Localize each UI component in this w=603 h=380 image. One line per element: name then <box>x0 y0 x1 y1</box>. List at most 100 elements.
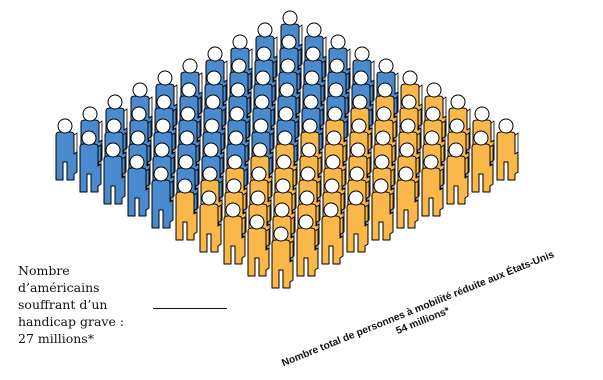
person-head <box>281 34 297 50</box>
person-side-edge <box>169 180 174 200</box>
person-icon-blue <box>79 130 102 193</box>
person-side-edge <box>466 108 471 128</box>
person-head <box>328 82 344 98</box>
person-head <box>255 70 271 86</box>
person-side-edge <box>246 96 251 116</box>
person-side-edge <box>315 204 320 224</box>
person-head <box>177 178 193 194</box>
person-head <box>178 154 194 170</box>
person-side-edge <box>393 96 398 116</box>
person-head <box>81 130 97 146</box>
person-side-edge <box>173 84 178 104</box>
person-head <box>131 106 147 122</box>
person-head <box>374 154 390 170</box>
person-icon-orange <box>296 214 319 277</box>
person-head <box>375 130 391 146</box>
person-side-edge <box>73 132 78 152</box>
person-side-edge <box>289 240 294 260</box>
person-head <box>57 118 73 134</box>
person-head <box>129 154 145 170</box>
person-side-edge <box>340 192 345 212</box>
person-side-edge <box>265 228 270 248</box>
person-side-edge <box>272 60 277 80</box>
person-head <box>302 118 318 134</box>
person-side-edge <box>342 144 347 164</box>
person-icon-orange <box>396 166 419 229</box>
person-head <box>329 58 345 74</box>
person-side-edge <box>321 60 326 80</box>
person-head <box>227 154 243 170</box>
person-body <box>103 155 126 205</box>
person-head <box>204 118 220 134</box>
person-side-edge <box>417 108 422 128</box>
person-icon-orange <box>421 154 444 217</box>
person-head <box>426 82 442 98</box>
person-side-edge <box>247 72 252 92</box>
person-side-edge <box>245 120 250 140</box>
person-head <box>353 70 369 86</box>
person-side-edge <box>366 156 371 176</box>
person-head <box>350 142 366 158</box>
person-head <box>378 58 394 74</box>
person-side-edge <box>146 144 151 164</box>
left-label-line: d’américains <box>18 280 100 295</box>
person-head <box>275 178 291 194</box>
person-side-edge <box>172 108 177 128</box>
person-icon-orange <box>371 178 394 241</box>
person-side-edge <box>123 108 128 128</box>
person-side-edge <box>370 60 375 80</box>
person-side-edge <box>514 132 519 152</box>
person-side-edge <box>345 72 350 92</box>
person-side-edge <box>292 168 297 188</box>
person-side-edge <box>414 180 419 200</box>
person-side-edge <box>193 192 198 212</box>
person-head <box>273 226 289 242</box>
person-side-edge <box>465 132 470 152</box>
person-side-edge <box>392 120 397 140</box>
person-head <box>449 118 465 134</box>
person-head <box>324 178 340 194</box>
person-head <box>354 46 370 62</box>
person-head <box>348 190 364 206</box>
person-side-edge <box>415 156 420 176</box>
person-head <box>257 22 273 38</box>
person-side-edge <box>220 132 225 152</box>
person-head <box>249 214 265 230</box>
person-side-edge <box>170 156 175 176</box>
person-head <box>106 118 122 134</box>
person-side-edge <box>296 72 301 92</box>
person-head <box>473 130 489 146</box>
left-label-line: Nombre <box>18 263 70 278</box>
person-side-edge <box>364 204 369 224</box>
person-head <box>330 34 346 50</box>
person-icon-orange <box>247 214 270 277</box>
person-side-edge <box>490 120 495 140</box>
person-head <box>206 70 222 86</box>
person-side-edge <box>439 168 444 188</box>
person-body <box>396 179 419 229</box>
person-body <box>321 215 344 265</box>
person-head <box>107 94 123 110</box>
person-head <box>180 106 196 122</box>
person-head <box>225 202 241 218</box>
person-side-edge <box>343 120 348 140</box>
person-side-edge <box>266 204 271 224</box>
person-head <box>201 190 217 206</box>
person-icon-orange <box>471 130 494 193</box>
person-head <box>327 106 343 122</box>
person-head <box>373 178 389 194</box>
person-body <box>151 179 174 229</box>
person-side-edge <box>198 72 203 92</box>
person-side-edge <box>317 156 322 176</box>
person-side-edge <box>241 216 246 236</box>
person-head <box>450 94 466 110</box>
person-head <box>280 58 296 74</box>
person-side-edge <box>368 108 373 128</box>
severe-disability-label: Nombre d’américains souffrant d’un handi… <box>18 262 148 347</box>
person-side-edge <box>318 132 323 152</box>
person-head <box>254 94 270 110</box>
person-side-edge <box>389 192 394 212</box>
person-body <box>496 131 519 181</box>
person-body <box>127 167 150 217</box>
